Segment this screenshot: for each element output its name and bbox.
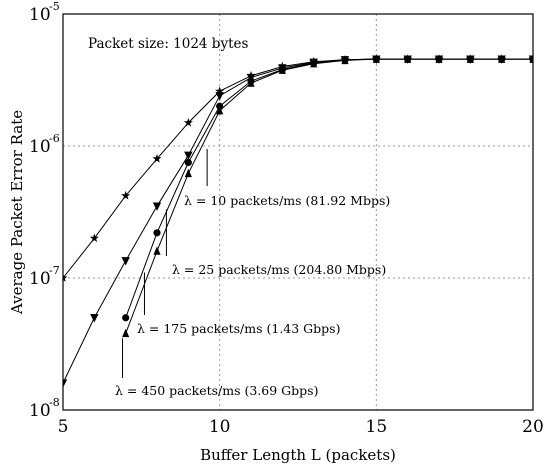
series-4 — [122, 54, 533, 338]
series-1 — [63, 54, 533, 282]
packet-size-annotation: Packet size: 1024 bytes — [88, 36, 248, 52]
data-point-star — [63, 273, 68, 282]
data-point-triangle-down — [152, 202, 162, 211]
data-point-triangle-up — [247, 78, 255, 87]
data-point-triangle-up — [184, 168, 192, 178]
plot-frame — [62, 13, 534, 411]
series-annotation-2: λ = 25 packets/ms (204.80 Mbps) — [165, 209, 386, 277]
data-point-circle — [153, 229, 161, 237]
y-tick-exponent: -8 — [49, 396, 60, 409]
data-point-triangle-down — [184, 151, 193, 161]
data-point-triangle-up — [122, 328, 130, 338]
series-group — [63, 54, 533, 388]
x-tick-label: 20 — [522, 417, 544, 437]
y-tick-exponent: -6 — [49, 132, 60, 145]
series-annotation-4: λ = 450 packets/ms (3.69 Gbps) — [115, 338, 318, 398]
data-point-triangle-up — [435, 54, 443, 63]
data-point-triangle-up — [153, 246, 161, 255]
x-tick-label: 15 — [366, 417, 388, 437]
y-axis-label: Average Packet Error Rate — [8, 110, 26, 315]
data-point-triangle-up — [404, 54, 412, 63]
data-point-triangle-up — [341, 55, 349, 65]
data-point-triangle-up — [310, 59, 318, 68]
series-3 — [122, 55, 533, 322]
series-line — [63, 58, 533, 279]
annotation-label: λ = 10 packets/ms (81.92 Mbps) — [184, 193, 390, 208]
grid-lines — [63, 14, 533, 410]
data-point-triangle-down — [121, 257, 130, 266]
y-tick-base: 10 — [29, 401, 51, 421]
data-point-triangle-up — [372, 54, 380, 63]
series-annotation-3: λ = 175 packets/ms (1.43 Gbps) — [137, 272, 340, 336]
data-point-circle — [184, 158, 192, 167]
series-line — [125, 58, 533, 334]
series-annotation-1: λ = 10 packets/ms (81.92 Mbps) — [184, 148, 390, 208]
data-point-star — [183, 117, 193, 127]
y-tick-label: 10-7 — [29, 264, 60, 289]
data-point-triangle-up — [466, 54, 474, 63]
y-tick-label: 10-5 — [29, 0, 60, 25]
data-point-triangle-up — [216, 106, 224, 115]
y-tick-label: 10-6 — [29, 132, 60, 157]
y-tick-base: 10 — [29, 137, 51, 157]
data-point-triangle-up — [278, 65, 286, 74]
x-axis-label: Buffer Length L (packets) — [200, 446, 396, 464]
data-point-star — [152, 153, 162, 163]
annotation-label: λ = 25 packets/ms (204.80 Mbps) — [172, 262, 386, 277]
x-tick-label: 5 — [58, 417, 69, 437]
y-tick-base: 10 — [29, 5, 51, 25]
data-point-star — [121, 190, 131, 200]
data-point-triangle-down — [63, 379, 68, 388]
y-tick-exponent: -5 — [49, 0, 60, 13]
series-line — [125, 58, 533, 318]
data-point-star — [89, 233, 99, 243]
y-tick-label: 10-8 — [29, 396, 60, 421]
x-tick-label: 10 — [209, 417, 231, 437]
data-point-circle — [122, 314, 130, 322]
data-point-triangle-down — [90, 314, 99, 323]
data-point-triangle-up — [529, 54, 533, 63]
y-tick-base: 10 — [29, 269, 51, 289]
annotation-label: λ = 175 packets/ms (1.43 Gbps) — [137, 321, 340, 336]
y-tick-exponent: -7 — [49, 264, 60, 277]
data-point-triangle-down — [215, 92, 224, 101]
series-annotations: λ = 10 packets/ms (81.92 Mbps) λ = 25 pac… — [115, 148, 390, 398]
annotation-label: λ = 450 packets/ms (3.69 Gbps) — [115, 383, 318, 398]
data-point-triangle-up — [498, 54, 506, 63]
data-point-star — [215, 86, 225, 96]
series-2 — [63, 55, 533, 388]
